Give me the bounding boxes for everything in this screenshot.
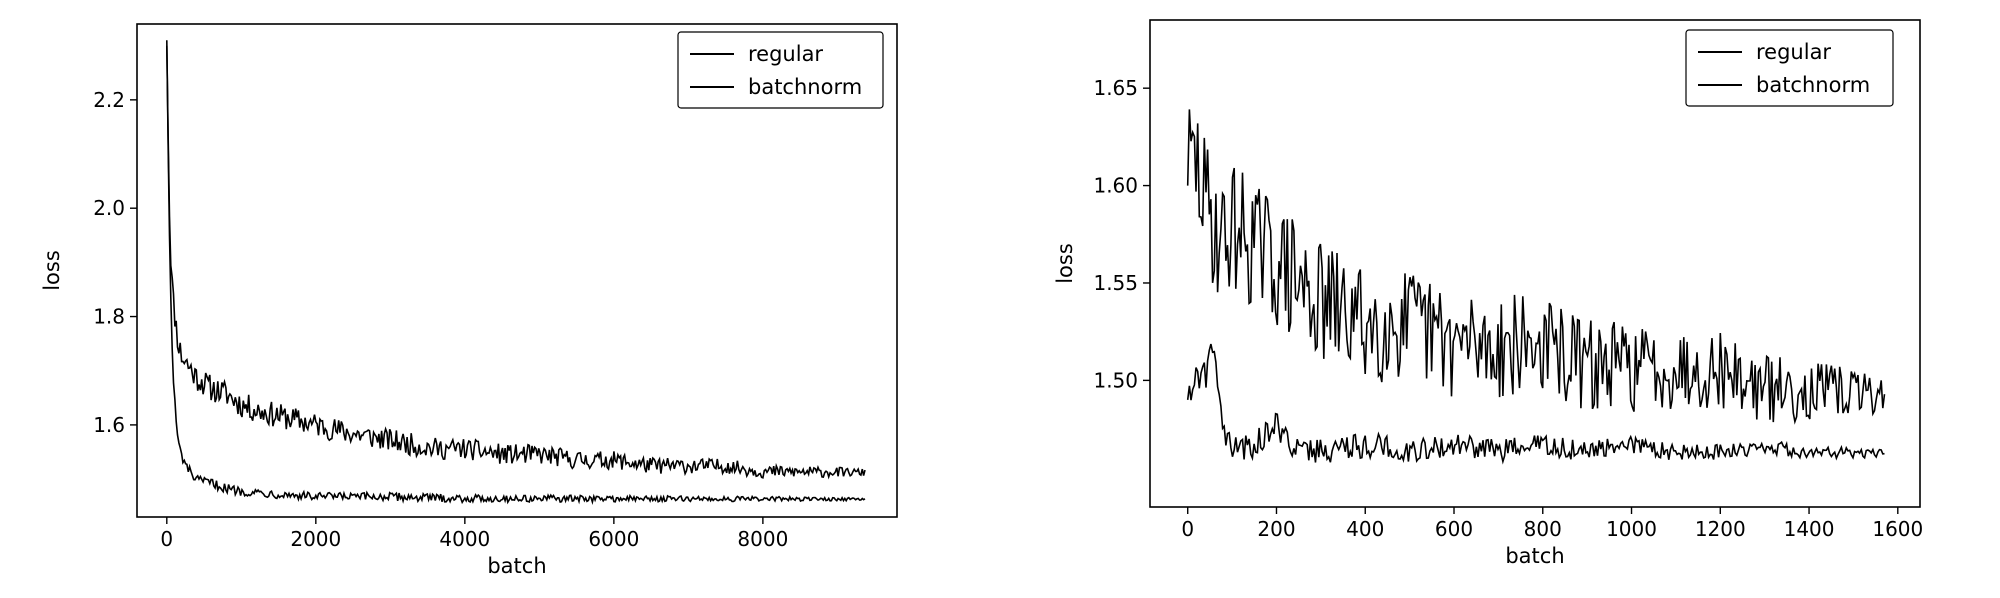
y-tick-label: 2.2 — [93, 88, 125, 112]
x-tick-label: 2000 — [290, 527, 341, 551]
series-line-batchnorm — [1186, 343, 1885, 465]
x-axis-label: batch — [1505, 544, 1564, 568]
y-tick-label: 1.8 — [93, 305, 125, 329]
legend-label-batchnorm: batchnorm — [1756, 73, 1870, 97]
chart-1: 0 2000 4000 6000 8000 1.6 1.8 2.0 2.2 batch loss re… — [40, 23, 898, 578]
legend-label-batchnorm: batchnorm — [748, 75, 862, 99]
series-line-batchnorm — [166, 40, 866, 505]
y-tick-label: 1.50 — [1093, 368, 1138, 392]
legend-label-regular: regular — [748, 42, 823, 66]
x-tick-label: 600 — [1435, 517, 1473, 541]
y-tick-label: 1.55 — [1093, 271, 1138, 295]
x-tick-label: 1000 — [1606, 517, 1657, 541]
x-axis-label: batch — [487, 554, 546, 578]
y-tick-label: 1.6 — [93, 413, 125, 437]
y-tick-label: 1.60 — [1093, 174, 1138, 198]
plot-frame — [136, 23, 898, 518]
series-line-regular — [166, 45, 866, 480]
x-tick-label: 4000 — [439, 527, 490, 551]
legend-box — [1685, 29, 1894, 107]
y-axis-label: loss — [40, 250, 64, 291]
legend-label-regular: regular — [1756, 40, 1831, 64]
legend-box — [677, 31, 884, 109]
x-tick-label: 800 — [1524, 517, 1562, 541]
x-tick-label: 8000 — [737, 527, 788, 551]
x-tick-label: 1600 — [1872, 517, 1923, 541]
x-tick-label: 400 — [1346, 517, 1384, 541]
x-tick-label: 1200 — [1695, 517, 1746, 541]
legend: regular batchnorm — [1685, 29, 1894, 107]
x-tick-label: 6000 — [588, 527, 639, 551]
x-tick-label: 1400 — [1784, 517, 1835, 541]
y-axis-label: loss — [1053, 243, 1077, 284]
x-tick-label: 0 — [160, 527, 173, 551]
x-tick-label: 0 — [1181, 517, 1194, 541]
x-tick-label: 200 — [1257, 517, 1295, 541]
chart-2: 0 200 400 600 800 1000 1200 1400 1600 1.50 1.55 1.6… — [1053, 19, 1923, 568]
y-tick-label: 2.0 — [93, 196, 125, 220]
y-tick-label: 1.65 — [1093, 76, 1138, 100]
plot-frame — [1149, 19, 1921, 508]
series-line-regular — [1186, 109, 1886, 425]
legend: regular batchnorm — [677, 31, 884, 109]
